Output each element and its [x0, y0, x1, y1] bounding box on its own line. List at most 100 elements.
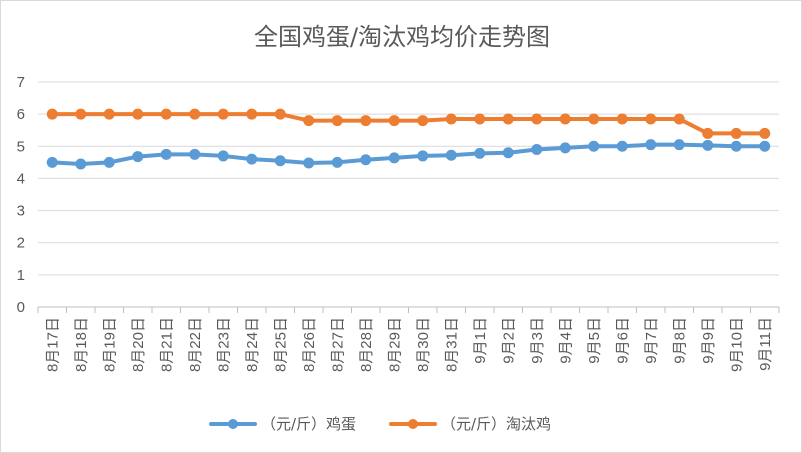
data-point: [75, 158, 87, 170]
y-tick-label: 7: [17, 74, 25, 91]
data-point: [132, 108, 144, 120]
data-point: [46, 108, 58, 120]
x-tick-label: 8月25日: [272, 317, 289, 372]
series-1: [46, 139, 771, 170]
data-point: [474, 147, 486, 159]
data-point: [303, 157, 315, 169]
data-point: [673, 139, 685, 151]
x-axis: 8月17日 8月18日 8月19日 8月20日 8月21日 8月22日 8月23日 8月24日…: [37, 307, 780, 372]
data-point: [331, 156, 343, 168]
y-tick-label: 4: [17, 170, 25, 187]
data-point: [445, 149, 457, 161]
y-tick-label: 0: [17, 299, 25, 316]
data-point: [160, 148, 172, 160]
x-tick-label: 8月28日: [358, 317, 375, 372]
y-tick-label: 6: [17, 106, 25, 123]
data-point: [445, 113, 457, 125]
data-point: [730, 127, 742, 139]
data-point: [331, 115, 343, 127]
x-tick-label: 9月2日: [500, 317, 517, 364]
y-tick-label: 1: [17, 267, 25, 284]
data-point: [388, 115, 400, 127]
x-tick-label: 9月8日: [671, 317, 688, 364]
data-point: [531, 144, 543, 155]
x-tick-label: 8月22日: [187, 317, 204, 372]
x-tick-label: 8月19日: [101, 317, 118, 372]
x-tick-label: 8月31日: [443, 317, 460, 372]
data-point: [559, 113, 571, 125]
data-point: [559, 142, 571, 154]
data-point: [759, 140, 771, 152]
data-point: [645, 113, 657, 125]
legend-swatch-marker: [228, 419, 238, 429]
legend: （元/斤）鸡蛋 （元/斤）淘汰鸡: [209, 415, 551, 433]
x-tick-label: 8月23日: [215, 317, 232, 372]
series-layer: [46, 108, 771, 170]
data-point: [160, 108, 172, 120]
x-tick-label: 8月17日: [44, 317, 61, 372]
x-tick-label: 8月29日: [386, 317, 403, 372]
data-point: [702, 127, 714, 139]
data-point: [189, 108, 201, 120]
x-tick-label: 8月24日: [244, 317, 261, 372]
x-tick-label: 8月18日: [73, 317, 90, 372]
data-point: [360, 115, 372, 127]
x-tick-label: 8月30日: [415, 317, 432, 372]
data-point: [274, 108, 286, 120]
series-2: [46, 108, 771, 139]
data-point: [616, 140, 628, 152]
data-point: [360, 154, 372, 166]
data-point: [502, 113, 514, 125]
data-point: [75, 108, 87, 120]
legend-item: （元/斤）淘汰鸡: [389, 415, 551, 433]
x-tick-label: 8月20日: [130, 317, 147, 372]
data-point: [103, 156, 115, 168]
data-point: [616, 113, 628, 125]
x-tick-label: 9月5日: [586, 317, 603, 364]
data-point: [388, 152, 400, 164]
data-point: [645, 139, 657, 151]
data-point: [759, 127, 771, 139]
x-tick-label: 9月9日: [700, 317, 717, 364]
data-point: [274, 155, 286, 167]
x-tick-label: 9月3日: [529, 317, 546, 364]
data-point: [189, 148, 201, 160]
y-tick-label: 5: [17, 138, 25, 155]
legend-label: （元/斤）鸡蛋: [261, 415, 356, 433]
x-tick-label: 8月26日: [301, 317, 318, 372]
data-point: [417, 115, 429, 127]
x-tick-label: 9月1日: [472, 317, 489, 364]
y-tick-label: 3: [17, 203, 25, 220]
data-point: [303, 115, 315, 127]
x-tick-label: 9月10日: [728, 317, 745, 372]
data-point: [246, 108, 258, 120]
data-point: [702, 139, 714, 151]
data-point: [730, 140, 742, 152]
x-tick-label: 9月4日: [557, 317, 574, 364]
legend-label: （元/斤）淘汰鸡: [441, 415, 551, 433]
x-tick-label: 9月6日: [614, 317, 631, 364]
data-point: [588, 113, 600, 125]
data-point: [132, 151, 144, 163]
y-axis: 0 1 2 3 4 5 6 7: [17, 74, 25, 316]
chart-title: 全国鸡蛋/淘汰鸡均价走势图: [254, 23, 550, 51]
data-point: [46, 156, 58, 168]
data-point: [673, 113, 685, 125]
x-tick-label: 8月27日: [329, 317, 346, 372]
series-line: [50, 112, 767, 136]
x-tick-label: 8月21日: [158, 317, 175, 372]
data-point: [588, 140, 600, 152]
data-point: [217, 150, 229, 162]
data-point: [103, 108, 115, 120]
x-tick-label: 9月7日: [643, 317, 660, 364]
legend-swatch-marker: [408, 419, 418, 429]
y-tick-label: 2: [17, 235, 25, 252]
x-tick-label: 9月11日: [757, 317, 774, 371]
data-point: [217, 108, 229, 120]
legend-item: （元/斤）鸡蛋: [209, 415, 356, 433]
data-point: [246, 153, 258, 165]
data-point: [531, 113, 543, 125]
data-point: [474, 113, 486, 125]
